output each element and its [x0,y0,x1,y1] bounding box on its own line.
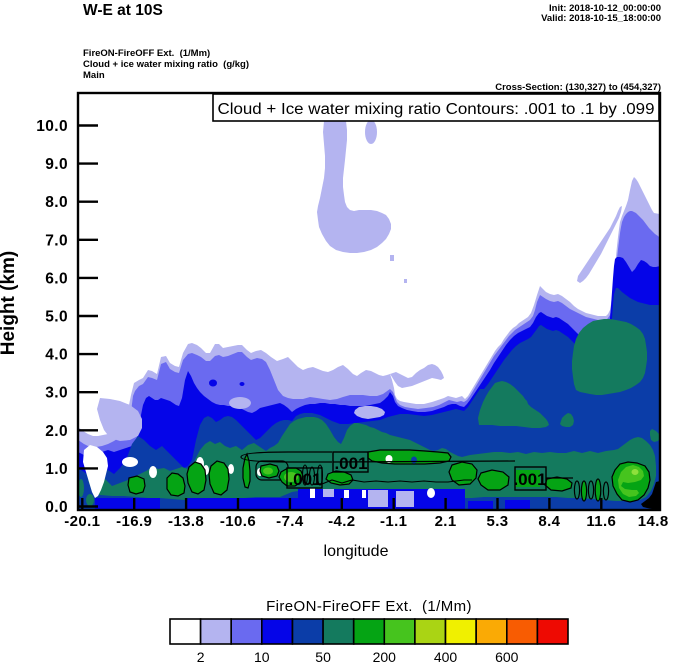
svg-text:5.0: 5.0 [45,309,68,326]
svg-text:Cloud + ice water mixing ratio: Cloud + ice water mixing ratio (g/kg) [83,59,249,70]
svg-text:11.6: 11.6 [586,513,616,530]
svg-text:1.0: 1.0 [45,461,68,478]
svg-text:Height (km): Height (km) [0,251,19,356]
svg-text:5.3: 5.3 [486,513,508,530]
svg-text:-10.6: -10.6 [220,513,256,530]
svg-text:Main: Main [83,70,105,81]
svg-text:9.0: 9.0 [45,156,68,173]
svg-text:8.4: 8.4 [538,513,560,530]
svg-text:3.0: 3.0 [45,385,68,402]
svg-text:.001: .001 [334,454,367,473]
svg-text:7.0: 7.0 [45,232,68,249]
svg-text:8.0: 8.0 [45,194,68,211]
svg-text:-16.9: -16.9 [116,513,152,530]
svg-text:.001: .001 [513,470,546,489]
svg-text:10: 10 [254,649,270,665]
svg-text:2.1: 2.1 [435,513,457,530]
svg-text:4.0: 4.0 [45,347,68,364]
svg-text:-7.4: -7.4 [276,513,304,530]
svg-text:W-E at 10S: W-E at 10S [83,2,163,19]
svg-text:Cross-Section: (130,327) to (4: Cross-Section: (130,327) to (454,327) [495,82,661,93]
svg-text:-4.2: -4.2 [328,513,355,530]
svg-text:-1.1: -1.1 [380,513,407,530]
svg-text:-20.1: -20.1 [64,513,100,530]
svg-text:Cloud + Ice water mixing ratio: Cloud + Ice water mixing ratio Contours:… [218,101,655,118]
svg-text:400: 400 [434,649,458,665]
svg-text:-13.8: -13.8 [168,513,204,530]
svg-text:2.0: 2.0 [45,423,68,440]
svg-text:200: 200 [373,649,397,665]
svg-text:50: 50 [315,649,331,665]
svg-text:.001: .001 [288,470,321,489]
svg-text:Valid: 2018-10-15_18:00:00: Valid: 2018-10-15_18:00:00 [541,13,661,24]
svg-text:Init: 2018-10-12_00:00:00: Init: 2018-10-12_00:00:00 [549,3,661,14]
svg-text:2: 2 [197,649,205,665]
svg-text:14.8: 14.8 [638,513,669,530]
svg-text:600: 600 [495,649,519,665]
svg-text:FireON-FireOFF Ext. (1/Mm): FireON-FireOFF Ext. (1/Mm) [83,48,210,59]
svg-text:FireON-FireOFF Ext. (1/Mm): FireON-FireOFF Ext. (1/Mm) [266,598,472,615]
svg-text:10.0: 10.0 [36,118,68,135]
svg-text:0.0: 0.0 [45,499,68,516]
svg-text:6.0: 6.0 [45,270,68,287]
svg-text:longitude: longitude [324,543,389,560]
